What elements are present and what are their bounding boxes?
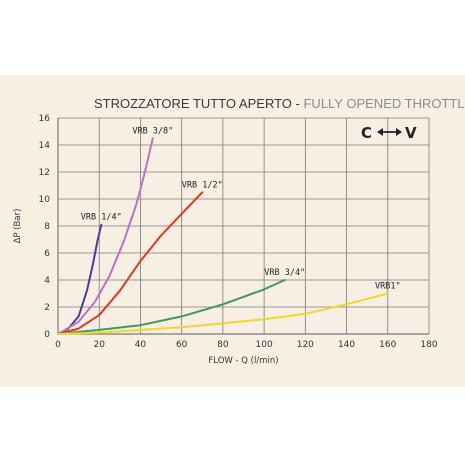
x-tick-label: 140 — [338, 340, 355, 350]
corner-mark-left: C — [361, 124, 372, 142]
pressure-drop-chart: 0 20 40 60 80 100 120 140 160 180 0 2 4 6 8 10 12 14 16 VR… — [0, 75, 465, 387]
series-line-2 — [57, 191, 204, 335]
title-separator: - — [292, 96, 304, 111]
y-tick-label: 8 — [44, 222, 50, 232]
series-line-3 — [57, 279, 286, 335]
x-axis-label: FLOW - Q (l/min) — [208, 356, 278, 366]
x-tick-label: 0 — [55, 340, 61, 350]
y-tick-label: 4 — [44, 276, 50, 286]
x-tick-label: 120 — [297, 340, 314, 350]
y-tick-label: 0 — [44, 330, 50, 340]
y-tick-label: 6 — [44, 249, 50, 259]
y-tick-label: 16 — [39, 114, 51, 124]
y-tick-label: 10 — [39, 195, 51, 205]
y-tick-label: 2 — [44, 303, 50, 313]
series-label-1: VRB 3/8" — [132, 126, 173, 136]
x-tick-label: 160 — [379, 340, 396, 350]
corner-mark-right: V — [405, 124, 417, 142]
double-arrow-icon — [377, 128, 402, 136]
y-tick-label: 14 — [39, 141, 51, 151]
x-tick-label: 60 — [176, 340, 188, 350]
series-label-4: VRB1" — [375, 282, 401, 292]
x-tick-label: 20 — [93, 340, 105, 350]
series-line-1 — [57, 137, 154, 335]
series-label-2: VRB 1/2" — [182, 180, 223, 190]
x-tick-label: 80 — [217, 340, 229, 350]
series-line-4 — [57, 292, 389, 335]
chart-subtitle: FULLY OPENED THROTTLE — [303, 96, 465, 111]
chart-panel: 0 20 40 60 80 100 120 140 160 180 0 2 4 6 8 10 12 14 16 VR… — [0, 75, 465, 387]
y-tick-label: 12 — [39, 168, 50, 178]
x-tick-label: 100 — [256, 340, 273, 350]
chart-title-it: STROZZATORE TUTTO APERTO — [94, 96, 292, 111]
series-label-0: VRB 1/4" — [81, 213, 122, 223]
x-tick-label: 180 — [420, 340, 437, 350]
x-tick-label: 40 — [135, 340, 147, 350]
chart-title: STROZZATORE TUTTO APERTO - FULLY OPENED … — [94, 96, 465, 111]
y-axis-label: ΔP (Bar) — [13, 209, 23, 244]
series-label-3: VRB 3/4" — [264, 268, 305, 278]
